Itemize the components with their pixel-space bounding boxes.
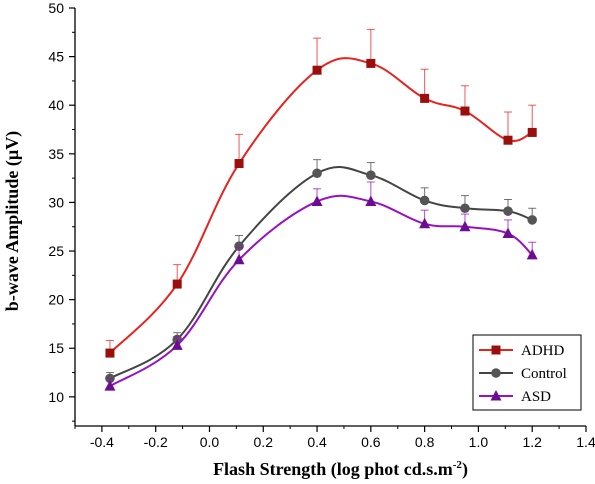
legend-label-asd: ASD [521,389,551,405]
legend-entry-control: Control [479,366,567,382]
data-point-asd [311,195,323,206]
y-tick-label: 20 [48,292,64,308]
data-point-control [419,195,430,206]
data-point-adhd [172,279,182,289]
data-point-asd [233,253,245,265]
y-tick-label: 30 [48,194,64,210]
x-tick-label: 0.8 [415,434,435,450]
series-layer [104,28,538,391]
x-tick-label: 1.0 [469,434,489,450]
y-tick-label: 25 [48,243,64,259]
x-tick-label: 0.4 [307,434,327,450]
legend-marker-control [491,368,501,378]
series-line-adhd [109,57,533,354]
data-point-adhd [527,127,537,137]
data-point-adhd [420,93,430,103]
data-point-adhd [312,65,322,75]
data-point-control [527,215,538,225]
y-tick-label: 15 [48,340,64,356]
legend-entry-asd: ASD [479,389,551,405]
x-tick-label: 1.2 [522,434,542,450]
legend-marker-adhd [491,345,501,355]
x-axis-title: Flash Strength (log phot cd.s.m-2) [213,459,468,480]
data-point-adhd [460,106,470,116]
y-tick-label: 45 [48,49,64,65]
data-point-adhd [366,58,376,68]
error-bar-adhd [504,111,513,141]
data-point-asd [419,217,431,229]
x-tick-label: 0.0 [200,434,220,450]
data-point-asd [171,339,183,350]
data-point-asd [104,380,116,391]
error-bar-adhd [420,68,429,99]
y-tick-label: 40 [48,97,64,113]
series-asd [104,181,538,391]
x-tick-label: -0.4 [90,434,114,450]
x-tick-label: 1.4 [576,434,595,450]
x-tick-label: 0.2 [254,434,274,450]
data-point-asd [502,227,514,239]
legend-label-control: Control [521,366,567,382]
error-bar-adhd [366,28,375,64]
data-point-control [312,168,322,179]
legend-label-adhd: ADHD [521,343,564,359]
error-bar-adhd [528,104,537,133]
y-axis-title: b-wave Amplitude (µV) [2,131,23,311]
x-tick-label: 0.6 [361,434,381,450]
y-tick-label: 35 [48,146,64,162]
series-line-asd [109,194,533,387]
legend-entry-adhd: ADHD [479,343,564,359]
error-bar-adhd [235,133,244,164]
data-point-control [234,241,244,251]
series-control [105,159,538,384]
data-point-control [460,203,470,214]
legend-marker-asd [490,390,502,401]
error-bar-adhd [313,37,322,71]
data-point-adhd [503,135,513,145]
axes: -0.4 -0.2 0.0 0.2 0.4 0.6 0.8 1.0 1.2 1.4 10 15 20 25… [48,0,595,450]
y-tick-label: 50 [48,0,64,16]
x-tick-label: -0.2 [144,434,168,450]
data-point-adhd [234,159,244,169]
legend: ADHD Control ASD [472,334,582,411]
data-point-control [366,170,376,180]
data-point-adhd [105,348,115,358]
data-point-asd [526,248,538,260]
series-adhd [105,28,537,358]
data-point-control [503,206,513,216]
series-line-control [109,165,533,380]
data-point-asd [459,220,471,232]
y-tick-label: 10 [48,389,64,405]
data-point-asd [365,195,377,206]
axis-titles: Flash Strength (log phot cd.s.m-2) b-wav… [2,131,468,480]
